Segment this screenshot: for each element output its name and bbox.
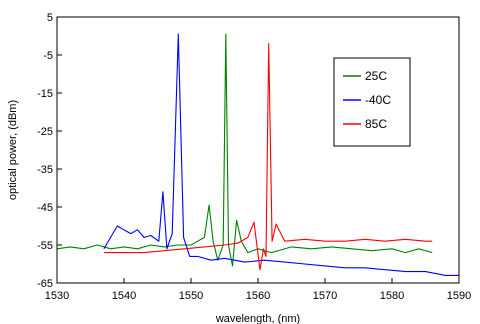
series-layer — [56, 33, 459, 276]
series-line-2 — [103, 43, 433, 271]
legend-label-1: -40C — [365, 93, 391, 107]
y-tick-label: -45 — [37, 202, 53, 214]
x-axis-title: wavelength, (nm) — [215, 313, 300, 324]
x-tick-label: 1580 — [380, 290, 404, 302]
x-tick-label: 1540 — [112, 290, 136, 302]
y-tick-label: -35 — [37, 164, 53, 176]
legend: 25C -40C 85C — [333, 57, 411, 147]
legend-box — [333, 57, 411, 147]
x-tick-label: 1560 — [246, 290, 270, 302]
y-tick-label: -5 — [43, 50, 53, 62]
x-tick-label: 1530 — [45, 290, 69, 302]
legend-label-0: 25C — [365, 69, 387, 83]
ticks-layer: 1530 1540 1550 1560 1570 1580 1590 5 -5 -15 -25 -35… — [37, 12, 471, 302]
series-line-1 — [103, 33, 459, 276]
y-tick-label: -25 — [37, 126, 53, 138]
x-tick-label: 1590 — [447, 290, 471, 302]
y-axis-title: optical power, (dBm) — [7, 100, 19, 200]
plot-area — [57, 17, 459, 283]
legend-label-2: 85C — [365, 117, 387, 131]
y-tick-label: -55 — [37, 240, 53, 252]
y-tick-label: -15 — [37, 88, 53, 100]
series-line-0 — [56, 33, 433, 267]
y-tick-label: 5 — [47, 12, 53, 24]
x-tick-label: 1550 — [179, 290, 203, 302]
x-tick-label: 1570 — [313, 290, 337, 302]
y-tick-label: -65 — [37, 278, 53, 290]
